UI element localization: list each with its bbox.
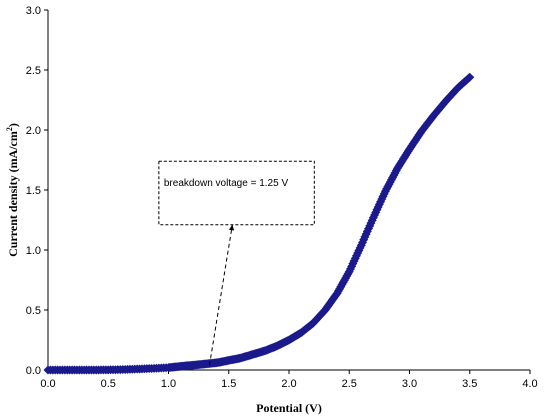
y-tick-label: 0.0 [26, 365, 41, 377]
annotation-text: breakdown voltage = 1.25 V [164, 178, 289, 189]
y-tick-label: 2.0 [26, 125, 41, 137]
x-tick-label: 1.0 [161, 378, 176, 390]
y-ticks: 0.0 0.5 1.0 1.5 2.0 2.5 3.0 [26, 5, 48, 377]
y-tick-label: 3.0 [26, 5, 41, 17]
plot-area: 0.0 0.5 1.0 1.5 2.0 2.5 3.0 3.5 4.0 0.0 0.5 1.0 1.5… [26, 5, 538, 390]
y-tick-label: 1.0 [26, 245, 41, 257]
x-tick-label: 0.5 [101, 378, 116, 390]
x-tick-label: 2.5 [342, 378, 357, 390]
x-tick-label: 1.5 [221, 378, 236, 390]
series-layer [43, 72, 475, 375]
y-axis-title-main: Current density (mA/cm [6, 131, 20, 257]
y-tick-label: 1.5 [26, 185, 41, 197]
annotation-arrowhead [228, 224, 235, 231]
y-tick-label: 0.5 [26, 305, 41, 317]
y-axis-title: Current density (mA/cm2) [5, 123, 20, 257]
y-tick-label: 2.5 [26, 65, 41, 77]
x-tick-label: 4.0 [522, 378, 537, 390]
x-tick-label: 3.5 [462, 378, 477, 390]
annotation-box [158, 160, 315, 226]
x-tick-label: 0.0 [40, 378, 55, 390]
x-tick-label: 2.0 [281, 378, 296, 390]
x-axis-title: Potential (V) [256, 401, 322, 415]
x-ticks: 0.0 0.5 1.0 1.5 2.0 2.5 3.0 3.5 4.0 [40, 370, 538, 390]
data-point [465, 72, 475, 82]
y-axis-title-close: ) [6, 123, 20, 127]
annotation-layer: breakdown voltage = 1.25 V [158, 160, 315, 366]
y-axis-title-sup: 2 [5, 127, 14, 131]
annotation-arrow [208, 224, 233, 366]
x-tick-label: 3.0 [402, 378, 417, 390]
